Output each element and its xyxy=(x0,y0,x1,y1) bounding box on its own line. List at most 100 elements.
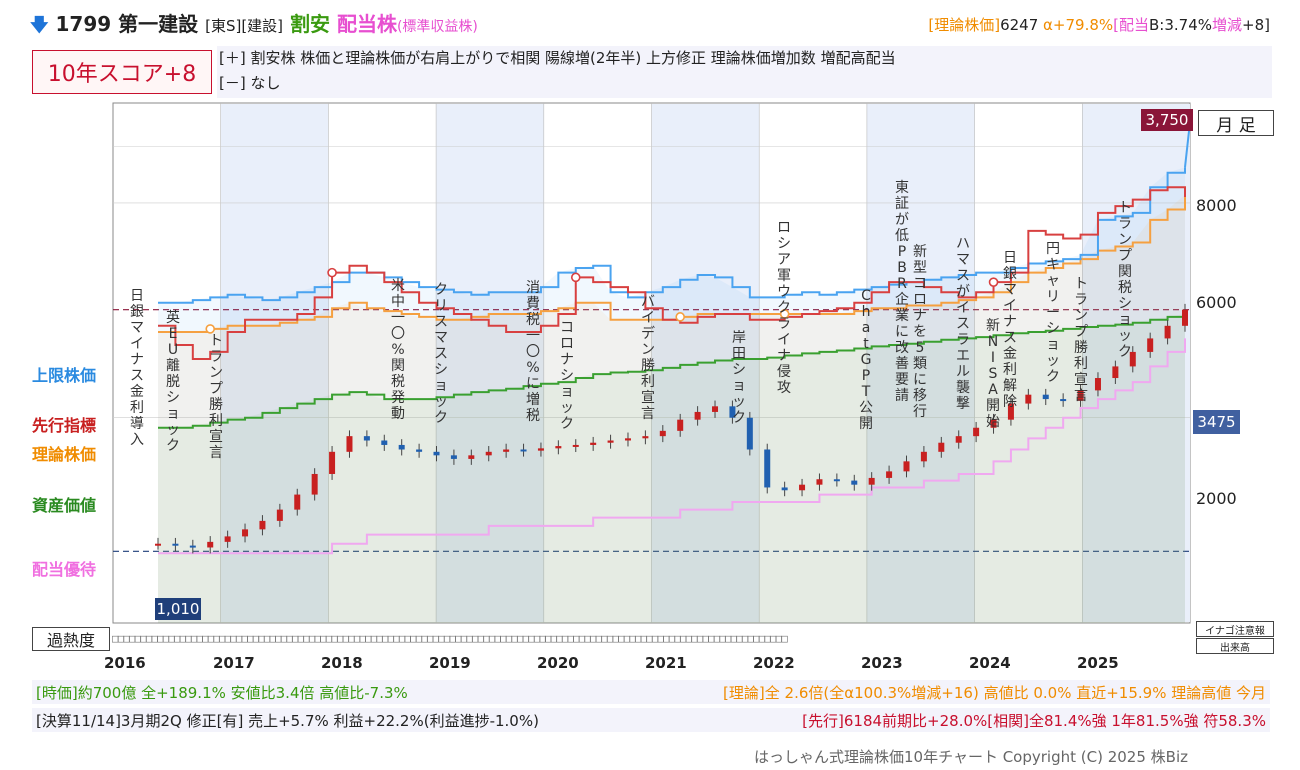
candle xyxy=(955,436,962,443)
candle xyxy=(520,449,527,452)
legend-leading: 先行指標 xyxy=(32,416,97,435)
candle xyxy=(311,473,318,495)
event-label: トランプ関税ショック xyxy=(1118,200,1132,360)
series-marker xyxy=(988,277,999,287)
footer-row-2: [決算11/14]3月期2Q 修正[有] 売上+5.7% 利益+22.2%(利益… xyxy=(32,708,1270,732)
overheat-label: 過熱度 xyxy=(32,627,110,651)
candle xyxy=(224,536,231,542)
header-summary: [理論株価]6247 α+79.8%[配当B:3.74%増減+8] xyxy=(928,14,1270,35)
earnings-summary: [決算11/14]3月期2Q 修正[有] 売上+5.7% 利益+22.2%(利益… xyxy=(36,712,539,730)
reasons-minus: [－] なし xyxy=(219,74,281,92)
candle xyxy=(712,406,719,412)
event-label: 岸田ショック xyxy=(732,330,746,426)
candle xyxy=(398,444,405,450)
score-reasons: [＋] 割安株 株価と理論株価が右肩上がりで相関 陽線増(2年半) 上方修正 理… xyxy=(217,46,1272,98)
dividend-label: [配当 xyxy=(1113,16,1150,34)
candle xyxy=(1147,338,1154,352)
candle xyxy=(189,545,196,548)
candle xyxy=(503,449,510,452)
theory-label: [理論株価] xyxy=(928,16,1001,34)
candle xyxy=(155,543,161,546)
y-tick-6000: 6000 xyxy=(1196,293,1237,312)
candle xyxy=(1042,394,1049,400)
event-label: クリスマスショック xyxy=(434,282,448,426)
candle xyxy=(886,471,893,478)
legend-upper: 上限株価 xyxy=(32,366,97,385)
x-label-2024: 2024 xyxy=(969,654,1011,672)
dividend-subtag: (標準収益株) xyxy=(396,19,478,35)
ten-year-score-badge: 10年スコア+8 xyxy=(32,50,212,94)
volume-toggle[interactable]: 出来高 xyxy=(1196,638,1274,654)
down-arrow-icon: 🡇 xyxy=(30,15,49,36)
copyright: はっしゃん式理論株価10年チャート Copyright (C) 2025 株Bi… xyxy=(754,748,1188,766)
candle xyxy=(990,419,997,428)
event-label: 英 E U 離脱ショック xyxy=(166,309,180,454)
x-label-2016: 2016 xyxy=(104,654,146,672)
event-label: トランプ勝利宣言 xyxy=(209,333,223,461)
candle xyxy=(624,438,631,441)
period-toggle[interactable]: 月 足 xyxy=(1198,110,1274,136)
candle xyxy=(764,449,771,488)
candle xyxy=(172,543,179,546)
candle xyxy=(433,451,440,456)
candle xyxy=(450,455,457,459)
candle xyxy=(1077,390,1084,401)
candle xyxy=(851,480,858,485)
candle xyxy=(1129,351,1136,367)
candle xyxy=(207,541,214,548)
candle xyxy=(416,449,423,452)
legend-theory: 理論株価 xyxy=(32,445,97,464)
candle xyxy=(555,446,562,449)
series-marker xyxy=(570,272,581,283)
candle xyxy=(1025,394,1032,404)
candle xyxy=(276,509,283,521)
candle xyxy=(746,417,753,450)
candle xyxy=(729,406,736,418)
market-tag: [東S][建設] xyxy=(205,17,284,35)
candle xyxy=(816,479,823,485)
event-label: 新型コロナを 5 類に移行 xyxy=(913,244,927,420)
candle xyxy=(1060,399,1067,402)
x-label-2025: 2025 xyxy=(1077,654,1119,672)
event-label: 新 N I S A 開始 xyxy=(986,318,1000,430)
candle xyxy=(485,451,492,456)
candle xyxy=(1007,403,1014,420)
year-band xyxy=(1082,104,1190,622)
event-label: バイデン勝利宣言 xyxy=(641,294,655,422)
candle xyxy=(537,448,544,451)
candle xyxy=(920,451,927,462)
upper-area xyxy=(158,167,1185,624)
x-label-2018: 2018 xyxy=(321,654,363,672)
stock-code: 1799 xyxy=(55,12,112,36)
stock-name: 第一建設 xyxy=(118,12,199,36)
candle xyxy=(1164,325,1171,339)
candle xyxy=(781,487,788,491)
series-marker xyxy=(327,267,337,278)
inago-alert-toggle[interactable]: イナゴ注意報 xyxy=(1196,621,1274,637)
candle xyxy=(329,451,336,474)
event-label: コロナショック xyxy=(560,320,574,432)
theory-summary: [理論]全 2.6倍(全α100.3%増減+16) 高値比 0.0% 直近+15… xyxy=(723,684,1266,702)
candle xyxy=(1182,309,1188,326)
cheap-tag: 割安 xyxy=(290,12,330,36)
overheat-meter: □□□□□□□□□□□□□□□□□□□□□□□□□□□□□□□□□□□□□□□□… xyxy=(112,632,788,645)
candle xyxy=(1094,378,1101,391)
candle xyxy=(572,444,579,447)
event-label: 日銀マイナス金利導入 xyxy=(130,288,144,448)
x-label-2019: 2019 xyxy=(429,654,471,672)
candle xyxy=(1112,366,1119,379)
min-price-badge: 1,010 xyxy=(155,598,201,620)
series-marker xyxy=(205,324,216,334)
candle xyxy=(659,430,666,437)
event-label: 消費税一〇%に増税 xyxy=(526,280,540,424)
zougen-value: +8] xyxy=(1242,16,1270,34)
candle xyxy=(677,419,684,431)
year-band xyxy=(866,104,975,622)
dividend-tag: 配当株 xyxy=(336,12,397,36)
event-label: 日銀マイナス金利解除 xyxy=(1003,250,1017,410)
market-cap-summary: [時価]約700億 全+189.1% 安値比3.4倍 高値比-7.3% xyxy=(36,684,408,702)
candle xyxy=(590,442,597,445)
legend-dividend: 配当優待 xyxy=(32,560,97,579)
